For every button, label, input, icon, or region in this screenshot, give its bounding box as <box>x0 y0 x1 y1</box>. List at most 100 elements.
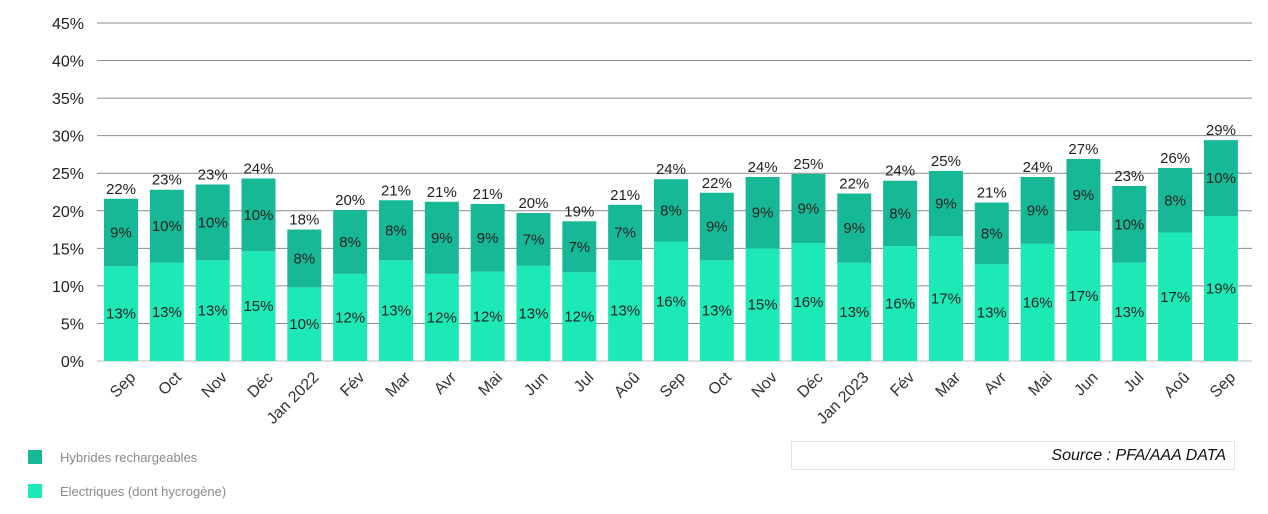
data-label-hybrides: 7% <box>614 225 636 242</box>
bar-hybrides <box>1066 158 1101 232</box>
bar-electriques <box>195 260 230 361</box>
x-tick-label: Fév <box>337 369 368 400</box>
y-tick-label: 15% <box>52 241 84 258</box>
data-label-hybrides: 8% <box>339 234 361 251</box>
data-label-electriques: 12% <box>427 309 457 326</box>
data-label-electriques: 12% <box>564 309 594 326</box>
bar-electriques <box>1112 262 1147 361</box>
data-label-hybrides: 10% <box>1114 216 1144 233</box>
bar-electriques <box>883 246 918 361</box>
bar-electriques <box>104 266 138 361</box>
source-text: Source : PFA/AAA DATA <box>1051 446 1226 464</box>
total-label: 25% <box>793 156 823 173</box>
data-label-electriques: 17% <box>1160 289 1190 306</box>
bar-hybrides <box>378 200 413 261</box>
data-label-electriques: 17% <box>931 291 961 308</box>
chart: 0% 5% 10% 15% 20% 25% 30% 35% 40% 45% 13% 9% 22% Sep 1… <box>52 16 1252 428</box>
x-tick-label: Sep <box>1207 369 1239 401</box>
data-label-hybrides: 10% <box>198 214 228 231</box>
data-label-hybrides: 8% <box>385 222 407 239</box>
total-label: 24% <box>1023 159 1053 176</box>
x-tick-label: Aoû <box>611 369 643 401</box>
data-label-hybrides: 9% <box>935 196 957 213</box>
bar-electriques <box>745 248 780 361</box>
data-label-hybrides: 9% <box>1073 187 1095 204</box>
data-label-electriques: 15% <box>243 298 273 315</box>
bar-electriques <box>974 264 1009 361</box>
total-label: 22% <box>839 176 869 193</box>
x-tick-label: Mai <box>1026 369 1056 399</box>
data-label-electriques: 12% <box>473 308 503 325</box>
x-tick-label: Jun <box>521 369 551 399</box>
x-tick-label: Nov <box>749 369 781 401</box>
total-label: 26% <box>1160 150 1190 167</box>
x-tick-label: Jun <box>1071 369 1101 399</box>
y-tick-label: 40% <box>52 54 84 71</box>
legend-item-electriques: Electriques (dont hycrogène) <box>28 480 226 502</box>
total-label: 21% <box>610 187 640 204</box>
data-label-electriques: 13% <box>839 304 869 321</box>
bar-hybrides <box>333 210 368 274</box>
bar-hybrides <box>974 202 1009 265</box>
x-tick-label: Mar <box>383 369 415 401</box>
data-label-electriques: 16% <box>793 294 823 311</box>
y-tick-label: 30% <box>52 129 84 146</box>
total-label: 22% <box>106 181 136 198</box>
x-tick-label: Oct <box>705 369 735 399</box>
bar-electriques <box>562 272 597 361</box>
total-label: 24% <box>885 163 915 180</box>
bar-electriques <box>287 287 322 361</box>
legend-item-hybrides: Hybrides rechargeables <box>28 446 226 468</box>
data-label-electriques: 13% <box>198 303 228 320</box>
data-label-electriques: 13% <box>518 305 548 322</box>
x-tick-label: Oct <box>155 369 185 399</box>
x-tick-label: Mar <box>933 369 965 401</box>
x-tick-label: Aoû <box>1161 369 1193 401</box>
x-tick-label: Avr <box>431 369 460 398</box>
data-label-hybrides: 10% <box>1206 170 1236 187</box>
data-label-hybrides: 8% <box>660 202 682 219</box>
bar-electriques <box>608 260 643 361</box>
data-label-hybrides: 10% <box>152 218 182 235</box>
data-label-hybrides: 8% <box>981 225 1003 242</box>
data-label-hybrides: 7% <box>568 239 590 256</box>
total-label: 27% <box>1068 141 1098 158</box>
bar-hybrides <box>791 173 826 244</box>
bar-electriques <box>1203 216 1238 361</box>
bar-electriques <box>516 265 551 361</box>
bar-hybrides <box>1020 176 1055 244</box>
legend-label-electriques: Electriques (dont hycrogène) <box>60 483 227 499</box>
total-label: 19% <box>564 203 594 220</box>
x-tick-label: Nov <box>199 369 231 401</box>
source-box: Source : PFA/AAA DATA <box>791 441 1235 470</box>
x-tick-label: Mai <box>476 369 506 399</box>
bar-hybrides <box>699 192 734 261</box>
data-label-electriques: 10% <box>289 316 319 333</box>
data-label-electriques: 16% <box>1023 294 1053 311</box>
data-label-electriques: 12% <box>335 309 365 326</box>
bar-hybrides <box>837 193 872 263</box>
bar-electriques <box>928 236 963 361</box>
x-tick-label: Déc <box>794 369 826 401</box>
data-label-electriques: 13% <box>702 303 732 320</box>
total-label: 21% <box>473 186 503 203</box>
data-label-hybrides: 8% <box>293 250 315 267</box>
data-label-hybrides: 9% <box>1027 202 1049 219</box>
bar-electriques <box>1066 231 1101 361</box>
total-label: 24% <box>748 159 778 176</box>
bar-hybrides <box>516 213 551 266</box>
bar-hybrides <box>1203 140 1238 217</box>
data-label-electriques: 13% <box>106 306 136 323</box>
x-tick-label: Sep <box>657 369 689 401</box>
bar-hybrides <box>424 201 459 274</box>
total-label: 21% <box>977 185 1007 202</box>
data-label-electriques: 17% <box>1068 288 1098 305</box>
data-label-electriques: 13% <box>977 305 1007 322</box>
bar-hybrides <box>241 178 276 252</box>
y-tick-label: 0% <box>61 354 84 371</box>
bar-electriques <box>1020 243 1055 361</box>
bar-electriques <box>378 260 413 361</box>
data-label-hybrides: 9% <box>477 230 499 247</box>
bar-electriques <box>837 262 872 361</box>
bar-electriques <box>149 262 184 361</box>
